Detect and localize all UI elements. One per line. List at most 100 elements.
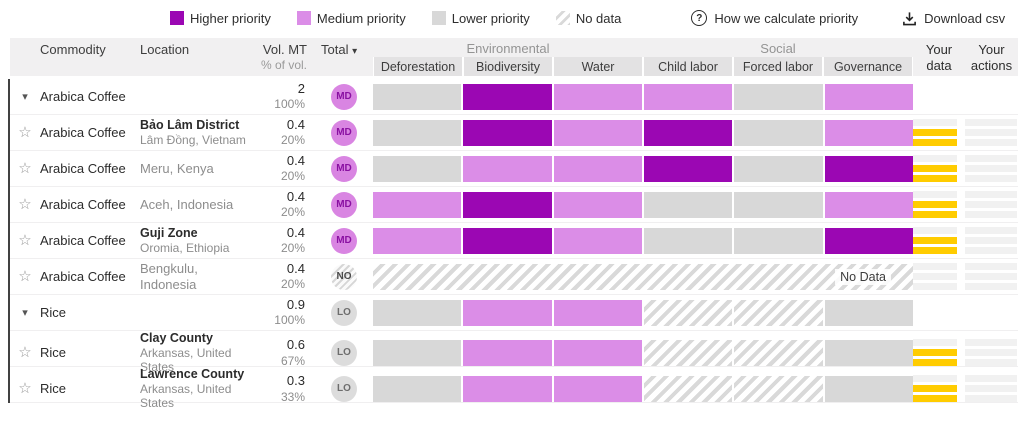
your-data-bar (913, 359, 957, 367)
segment-biodiversity[interactable] (463, 83, 552, 110)
segment-deforestation[interactable] (373, 83, 462, 110)
segment-governance[interactable] (824, 155, 913, 182)
total-cell: MD (315, 191, 373, 218)
column-header-water: Water (553, 57, 643, 76)
your-actions-bar (965, 227, 1017, 234)
expander-cell: ▾ (10, 306, 40, 319)
segment-forced-labor[interactable] (734, 227, 823, 254)
segment-biodiversity[interactable] (463, 375, 552, 402)
segment-governance[interactable] (824, 227, 913, 254)
segment-governance[interactable] (824, 299, 913, 326)
segment-child-labor[interactable] (643, 155, 733, 182)
segment-deforestation[interactable] (373, 191, 462, 218)
volume-cell: 0.3 33% (255, 373, 315, 404)
segment-biodiversity[interactable] (463, 299, 552, 326)
segment-water[interactable] (553, 191, 642, 218)
your-data-cell (913, 263, 965, 290)
column-header-total-sort[interactable]: Total ▾ (315, 38, 373, 76)
group-header-environmental: Environmental (466, 41, 550, 56)
volume-value: 0.4 (286, 188, 305, 204)
your-data-bar (913, 227, 957, 234)
download-csv-button[interactable]: Download csv (902, 11, 1005, 26)
segment-child-labor[interactable] (643, 191, 733, 218)
commodity-name: Arabica Coffee (40, 125, 126, 140)
segment-forced-labor[interactable] (734, 375, 823, 402)
segment-biodiversity[interactable] (463, 119, 552, 146)
favorite-star-icon[interactable]: ☆ (18, 160, 32, 177)
segment-no-data[interactable]: No Data (373, 263, 913, 290)
segment-water[interactable] (553, 299, 642, 326)
total-badge: MD (331, 83, 357, 110)
favorite-star-icon[interactable]: ☆ (18, 380, 32, 398)
segment-water[interactable] (553, 339, 642, 366)
column-header-forced-labor: Forced labor (733, 57, 823, 76)
segment-forced-labor[interactable] (734, 299, 823, 326)
your-actions-bar (965, 201, 1017, 208)
segment-biodiversity[interactable] (463, 191, 552, 218)
your-actions-cell (965, 119, 1018, 146)
commodity-name: Arabica Coffee (40, 89, 126, 104)
segment-deforestation[interactable] (373, 155, 462, 182)
segment-governance[interactable] (824, 375, 913, 402)
segment-water[interactable] (553, 227, 642, 254)
your-actions-bar (965, 155, 1017, 162)
segment-governance[interactable] (824, 339, 913, 366)
segment-child-labor[interactable] (643, 375, 733, 402)
segment-biodiversity[interactable] (463, 339, 552, 366)
no-data-label: No Data (835, 268, 891, 285)
segment-child-labor[interactable] (643, 83, 733, 110)
segment-biodiversity[interactable] (463, 155, 552, 182)
priority-bar (373, 83, 913, 110)
segment-forced-labor[interactable] (734, 119, 823, 146)
table-row: ☆ Rice Lawrence County Arkansas, United Sta… (10, 367, 1018, 410)
segment-forced-labor[interactable] (734, 83, 823, 110)
segment-child-labor[interactable] (643, 339, 733, 366)
your-data-bar (913, 349, 957, 357)
favorite-star-icon[interactable]: ☆ (18, 344, 32, 362)
volume-percent: 20% (280, 169, 305, 184)
favorite-star-icon[interactable]: ☆ (18, 196, 32, 213)
volume-value: 0.4 (286, 260, 305, 276)
your-actions-bar (965, 211, 1017, 218)
segment-forced-labor[interactable] (734, 191, 823, 218)
collapse-chevron-icon[interactable]: ▾ (22, 307, 28, 319)
segment-child-labor[interactable] (643, 227, 733, 254)
location-region: Arkansas, United States (140, 346, 232, 375)
collapse-chevron-icon[interactable]: ▾ (22, 91, 28, 103)
segment-water[interactable] (553, 155, 642, 182)
segment-deforestation[interactable] (373, 299, 462, 326)
legend-label: Medium priority (316, 10, 406, 26)
segment-deforestation[interactable] (373, 119, 462, 146)
favorite-star-icon[interactable]: ☆ (18, 268, 32, 285)
favorite-star-icon[interactable]: ☆ (18, 232, 32, 249)
location-name: Aceh, Indonesia (140, 196, 234, 212)
segment-child-labor[interactable] (643, 299, 733, 326)
segment-child-labor[interactable] (643, 119, 733, 146)
commodity-name: Arabica Coffee (40, 197, 126, 212)
segment-governance[interactable] (824, 191, 913, 218)
segment-deforestation[interactable] (373, 227, 462, 254)
higher-priority-swatch-icon (170, 11, 184, 25)
table-row: ☆ Arabica Coffee Aceh, Indonesia 0.4 20% MD (10, 187, 1018, 223)
segment-governance[interactable] (824, 83, 913, 110)
segment-biodiversity[interactable] (463, 227, 552, 254)
your-actions-bar (965, 139, 1017, 146)
segment-forced-labor[interactable] (734, 339, 823, 366)
how-we-calculate-priority-link[interactable]: ? How we calculate priority (691, 10, 858, 26)
commodity-name: Rice (40, 345, 67, 361)
segment-forced-labor[interactable] (734, 155, 823, 182)
volume-percent: 33% (280, 389, 305, 404)
legend-label: Higher priority (190, 10, 271, 26)
volume-cell: 0.4 20% (255, 189, 315, 220)
your-actions-bar (965, 283, 1017, 290)
segment-water[interactable] (553, 83, 642, 110)
segment-deforestation[interactable] (373, 375, 462, 402)
segment-deforestation[interactable] (373, 339, 462, 366)
segment-governance[interactable] (824, 119, 913, 146)
favorite-star-icon[interactable]: ☆ (18, 124, 32, 141)
segment-water[interactable] (553, 375, 642, 402)
your-data-bar (913, 119, 957, 126)
your-data-bar (913, 263, 957, 270)
segment-water[interactable] (553, 119, 642, 146)
priority-bar (373, 155, 913, 182)
